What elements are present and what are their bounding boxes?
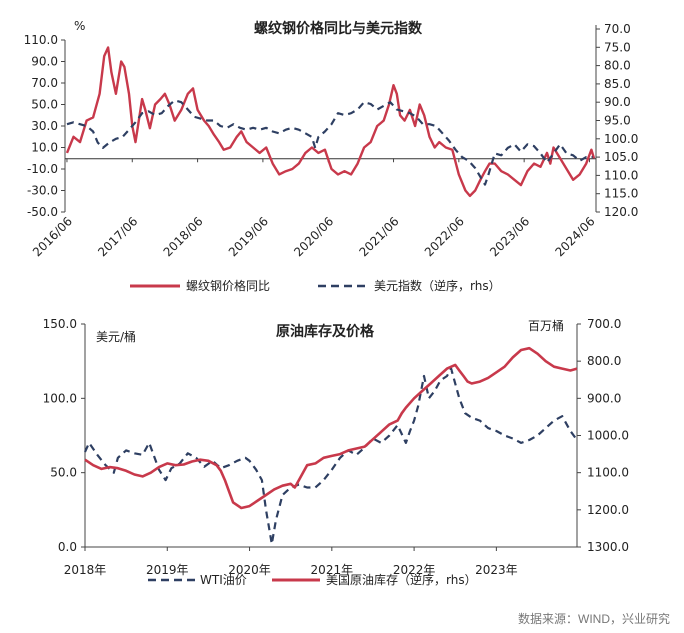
chart-1-right-tick-label: 90.0 <box>604 95 631 109</box>
chart-1-right-tick-label: 115.0 <box>604 187 638 201</box>
chart-2-x-tick-label: 2021年 <box>311 563 354 577</box>
chart-1-left-tick-label: 30.0 <box>31 119 58 133</box>
chart-1-x-tick-label: 2016/06 <box>30 214 75 259</box>
chart-2-series-inventory <box>84 346 578 510</box>
chart-1-left-tick-label: -10.0 <box>27 162 58 176</box>
chart-1-left-tick-label: -30.0 <box>27 184 58 198</box>
chart-2-title: 原油库存及价格 <box>276 323 375 340</box>
chart-2-right-tick-label: 700.0 <box>587 317 621 331</box>
chart-2-left-tick-label: 50.0 <box>50 466 77 480</box>
chart-1-right-tick-label: 70.0 <box>604 22 631 36</box>
chart-1-right-tick-label: 120.0 <box>604 205 638 219</box>
chart-1-x-tick-label: 2024/06 <box>552 214 597 259</box>
chart-1-left-tick-label: 70.0 <box>31 76 58 90</box>
chart-1-title: 螺纹钢价格同比与美元指数 <box>254 20 423 37</box>
chart-2-x-tick-label: 2019年 <box>146 563 189 577</box>
chart-2-right-tick-label: 800.0 <box>587 354 621 368</box>
chart-1-right-tick-label: 105.0 <box>604 150 638 164</box>
chart-1-series-steel <box>65 46 596 198</box>
chart-2-left-unit: 美元/桶 <box>96 329 136 344</box>
chart-1-left-tick-label: 110.0 <box>24 33 58 47</box>
chart-2-right-tick-label: 1100.0 <box>587 466 629 480</box>
chart-1-right-tick-label: 95.0 <box>604 114 631 128</box>
chart-1-right-tick-label: 110.0 <box>604 168 638 182</box>
chart-2-x-tick-label: 2022年 <box>393 563 436 577</box>
chart-1-left-unit: % <box>74 19 85 33</box>
chart-1-x-tick-label: 2019/06 <box>226 214 271 259</box>
chart-2-right-tick-label: 1200.0 <box>587 503 629 517</box>
chart-1-right-tick-label: 85.0 <box>604 77 631 91</box>
chart-2-x-tick-label: 2023年 <box>475 563 518 577</box>
chart-1-left-tick-label: 50.0 <box>31 98 58 112</box>
chart-2: 原油库存及价格 美元/桶 百万桶 150.0 100.0 50.0 0.0 700.0… <box>43 317 629 587</box>
legend-1-label-steel: 螺纹钢价格同比 <box>186 278 270 293</box>
chart-1-x-tick-label: 2023/06 <box>487 214 532 259</box>
chart-1-x-tick-label: 2021/06 <box>356 214 401 259</box>
chart-1-right-tick-label: 80.0 <box>604 59 631 73</box>
chart-2-x-tick-label: 2020年 <box>228 563 271 577</box>
chart-1-x-tick-label: 2017/06 <box>95 214 140 259</box>
chart-2-right-tick-label: 1300.0 <box>587 540 629 554</box>
legend-2-label-inventory: 美国原油库存（逆序，rhs） <box>326 572 477 587</box>
chart-1-right-tick-label: 100.0 <box>604 132 638 146</box>
source-note: 数据来源：WIND，兴业研究 <box>518 612 670 626</box>
chart-1-right-tick-label: 75.0 <box>604 40 631 54</box>
chart-2-right-tick-label: 1000.0 <box>587 429 629 443</box>
chart-1-x-tick-label: 2020/06 <box>291 214 336 259</box>
chart-1-left-tick-label: -50.0 <box>27 205 58 219</box>
chart-1-x-tick-label: 2018/06 <box>161 214 206 259</box>
chart-2-right-tick-label: 900.0 <box>587 391 621 405</box>
chart-2-series-wti <box>83 367 578 546</box>
chart-2-left-tick-label: 150.0 <box>43 317 77 331</box>
chart-1-series-dxy <box>66 99 593 186</box>
chart-2-x-tick-label: 2018年 <box>64 563 107 577</box>
chart-1: 螺纹钢价格同比与美元指数 % 110.0 90.0 70.0 50.0 30.0 10.0… <box>24 19 639 293</box>
chart-1-left-tick-label: 90.0 <box>31 55 58 69</box>
chart-1-x-tick-label: 2022/06 <box>422 214 467 259</box>
chart-2-left-tick-label: 100.0 <box>43 391 77 405</box>
chart-2-right-unit: 百万桶 <box>528 318 564 333</box>
chart-2-left-tick-label: 0.0 <box>58 540 77 554</box>
legend-2-label-wti: WTI油价 <box>200 573 247 587</box>
legend-1-label-dxy: 美元指数（逆序，rhs） <box>374 278 501 293</box>
chart-1-left-tick-label: 10.0 <box>31 141 58 155</box>
